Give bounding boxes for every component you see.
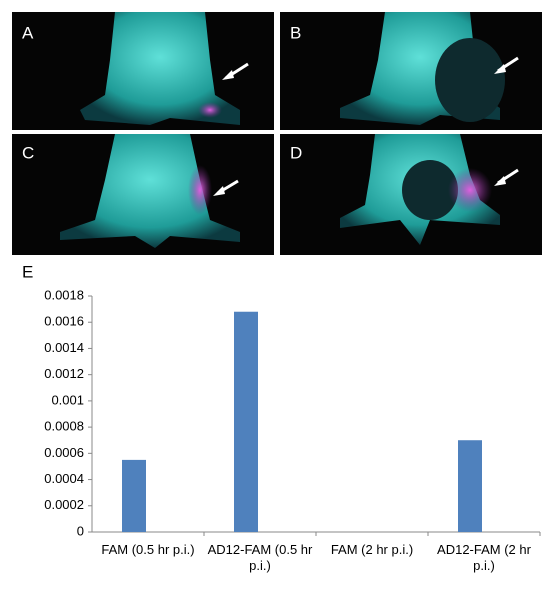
panel-label: B [290, 23, 301, 42]
y-tick-label: 0.0006 [44, 445, 84, 460]
panel-c [12, 134, 274, 255]
y-tick-label: 0.0004 [44, 471, 84, 486]
y-tick-label: 0.0018 [44, 287, 84, 302]
panel-label: E [22, 262, 33, 281]
y-tick-label: 0.001 [51, 392, 84, 407]
bar [234, 311, 258, 532]
panel-label: A [22, 23, 34, 42]
x-tick-label: AD12-FAM (2 hr p.i.) [437, 542, 531, 573]
panel-a [12, 12, 274, 130]
y-tick-label: 0.0014 [44, 340, 84, 355]
panel-label: C [22, 143, 34, 162]
y-tick-label: 0.0016 [44, 314, 84, 329]
bar [458, 440, 482, 532]
y-tick-label: 0.0002 [44, 497, 84, 512]
panel-d [280, 134, 542, 255]
y-tick-label: 0.0008 [44, 419, 84, 434]
panel-b [280, 12, 542, 130]
bar [122, 459, 146, 532]
y-tick-label: 0.0012 [44, 366, 84, 381]
panel-label: D [290, 143, 302, 162]
x-tick-label: AD12-FAM (0.5 hr p.i.) [207, 542, 313, 573]
x-tick-label: FAM (0.5 hr p.i.) [101, 542, 195, 557]
y-tick-label: 0 [77, 523, 84, 538]
x-tick-label: FAM (2 hr p.i.) [330, 542, 414, 557]
